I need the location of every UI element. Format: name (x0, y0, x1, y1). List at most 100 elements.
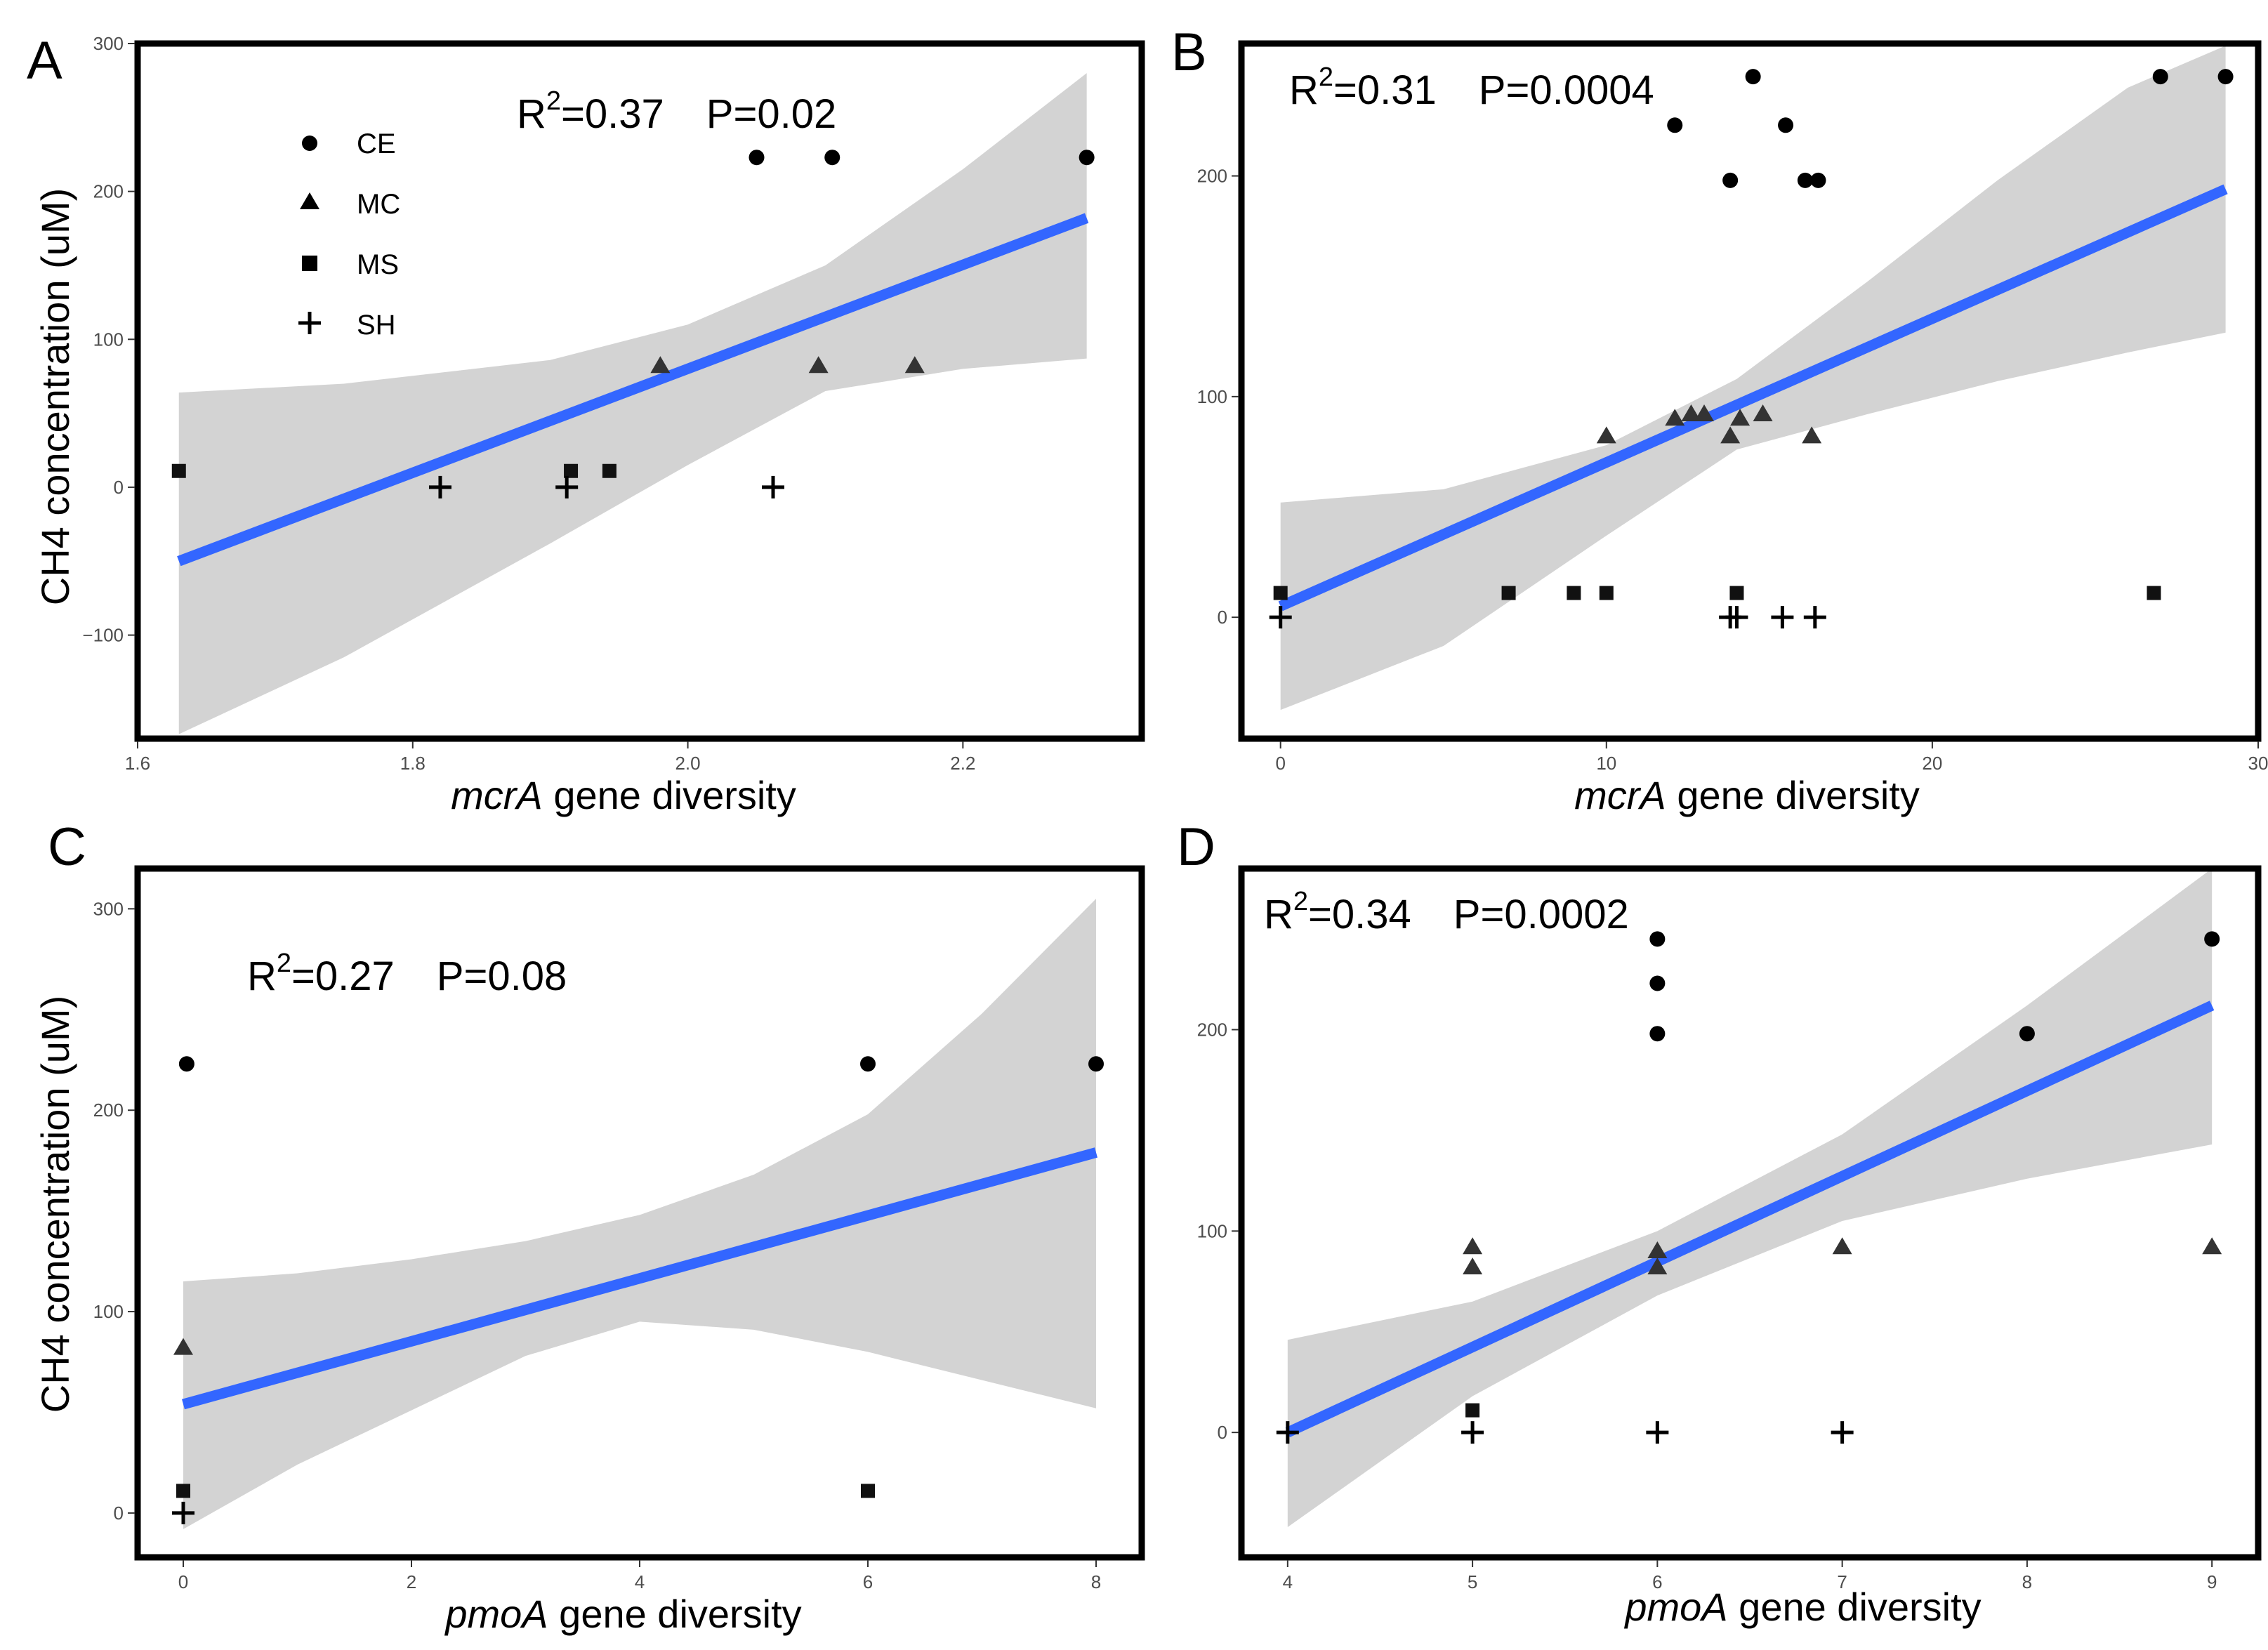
y-tick-label-a: −100 (82, 625, 124, 646)
point-ms-b (2147, 586, 2161, 600)
point-ms-b (1599, 586, 1614, 600)
panel-letter-b: B (1171, 22, 1207, 82)
y-tick-label-a: 300 (93, 33, 124, 54)
panel-letter-a: A (27, 31, 62, 91)
x-tick-label-a: 2.0 (675, 753, 700, 774)
regression-line-b (1278, 184, 2228, 612)
point-mc-b (1802, 426, 1822, 444)
point-ce-b (1797, 172, 1813, 188)
point-ce-a (1079, 150, 1095, 166)
point-sh-d (1461, 1421, 1484, 1444)
point-ce-b (1667, 117, 1683, 133)
y-tick-label-c: 0 (114, 1503, 124, 1524)
plot-frame-c (134, 865, 1145, 1561)
legend: CE MC MS SH (298, 128, 400, 341)
point-ms-d (1465, 1403, 1480, 1418)
point-mc-b (1753, 404, 1773, 421)
point-mc-a (904, 356, 925, 374)
regression-line-c (182, 1147, 1097, 1410)
point-ce-d (2204, 931, 2220, 947)
legend-item-ms: MS (302, 249, 399, 280)
point-ce-d (1649, 931, 1666, 947)
y-tick-label-a: 200 (93, 181, 124, 202)
point-ce-c (860, 1056, 876, 1072)
point-ce-a (749, 150, 765, 166)
y-axis-title-bottom: CH4 concentration (uM) (33, 996, 77, 1413)
legend-label-mc: MC (357, 189, 400, 220)
x-tick-label-c: 2 (407, 1571, 416, 1592)
x-tick-label-c: 6 (863, 1571, 873, 1592)
point-sh-d (1276, 1421, 1299, 1444)
point-sh-b (1725, 606, 1748, 629)
point-mc-b (1681, 404, 1701, 421)
panel-letter-c: C (48, 817, 86, 877)
legend-item-sh: SH (298, 310, 396, 341)
y-tick-label-a: 100 (93, 329, 124, 350)
y-tick-label-b: 0 (1218, 607, 1227, 628)
point-ce-d (2019, 1026, 2035, 1042)
legend-label-ce: CE (357, 128, 396, 159)
legend-square-icon (302, 256, 317, 271)
panel-c: 0 2 4 6 8 0 100 200 300 C R2=0.27 P=0.08 pmoA gen… (33, 817, 1145, 1636)
point-ms-b (1567, 586, 1581, 600)
point-mc-b (1730, 409, 1751, 426)
y-tick-label-d: 200 (1197, 1019, 1227, 1040)
point-mc-b (1720, 426, 1741, 444)
point-ce-b (1722, 172, 1739, 188)
point-ce-b (1810, 172, 1826, 188)
plot-area-a: 1.6 1.8 2.0 2.2 −100 0 100 200 300 (82, 33, 1145, 774)
x-axis-title-c: pmoA gene diversity (444, 1592, 801, 1636)
point-ms-a (171, 463, 186, 478)
plot-frame-b (1238, 40, 2262, 742)
x-axis-title-a: mcrA gene diversity (451, 773, 796, 817)
confidence-band-d (1287, 869, 2213, 1527)
plot-area-b: 0 10 20 30 0 100 200 (1197, 40, 2268, 774)
y-tick-label-b: 100 (1197, 386, 1227, 407)
x-tick-label-d: 7 (1837, 1571, 1847, 1592)
y-tick-label-d: 100 (1197, 1220, 1227, 1241)
legend-item-mc: MC (300, 189, 400, 220)
point-mc-b (1596, 426, 1616, 444)
point-sh-b (1771, 606, 1794, 629)
point-mc-d (2202, 1237, 2222, 1255)
point-mc-d (1647, 1241, 1668, 1258)
confidence-band-a (178, 73, 1087, 734)
x-tick-label-d: 6 (1652, 1571, 1662, 1592)
x-tick-label-d: 5 (1468, 1571, 1477, 1592)
y-tick-label-d: 0 (1218, 1422, 1227, 1443)
x-tick-label-b: 10 (1596, 753, 1616, 774)
panel-a: 1.6 1.8 2.0 2.2 −100 0 100 200 300 A R2=0.37 P=0.… (27, 31, 1145, 817)
legend-circle-icon (302, 136, 317, 151)
point-mc-b (1694, 404, 1715, 421)
legend-triangle-icon (300, 192, 319, 209)
point-mc-d (1832, 1237, 1852, 1255)
point-sh-a (428, 475, 451, 499)
point-sh-b (1269, 606, 1292, 629)
point-ce-c (1088, 1056, 1104, 1072)
point-mc-d (1463, 1257, 1483, 1274)
y-tick-label-c: 300 (93, 898, 124, 919)
x-axis-title-b: mcrA gene diversity (1574, 773, 1920, 817)
legend-label-sh: SH (357, 310, 396, 341)
point-ms-c (861, 1484, 875, 1498)
r2-stat-d: R2=0.34 P=0.0002 (1264, 887, 1629, 937)
point-ms-b (1501, 586, 1516, 600)
x-tick-label-c: 0 (178, 1571, 188, 1592)
point-mc-a (650, 356, 671, 374)
x-tick-label-d: 8 (2022, 1571, 2032, 1592)
regression-line-d (1285, 1001, 2215, 1437)
point-mc-d (1647, 1257, 1668, 1274)
x-tick-label-a: 1.6 (125, 753, 150, 774)
x-tick-label-a: 1.8 (400, 753, 426, 774)
plot-frame-a (134, 40, 1145, 742)
plot-area-c: 0 2 4 6 8 0 100 200 300 (93, 865, 1145, 1592)
point-sh-b (1803, 606, 1826, 629)
legend-label-ms: MS (357, 249, 399, 280)
x-tick-label-d: 4 (1283, 1571, 1293, 1592)
point-ce-d (1649, 975, 1666, 991)
confidence-band-b (1280, 46, 2226, 711)
confidence-band-c (183, 899, 1096, 1529)
y-tick-label-b: 200 (1197, 166, 1227, 187)
y-tick-label-a: 0 (114, 477, 124, 498)
